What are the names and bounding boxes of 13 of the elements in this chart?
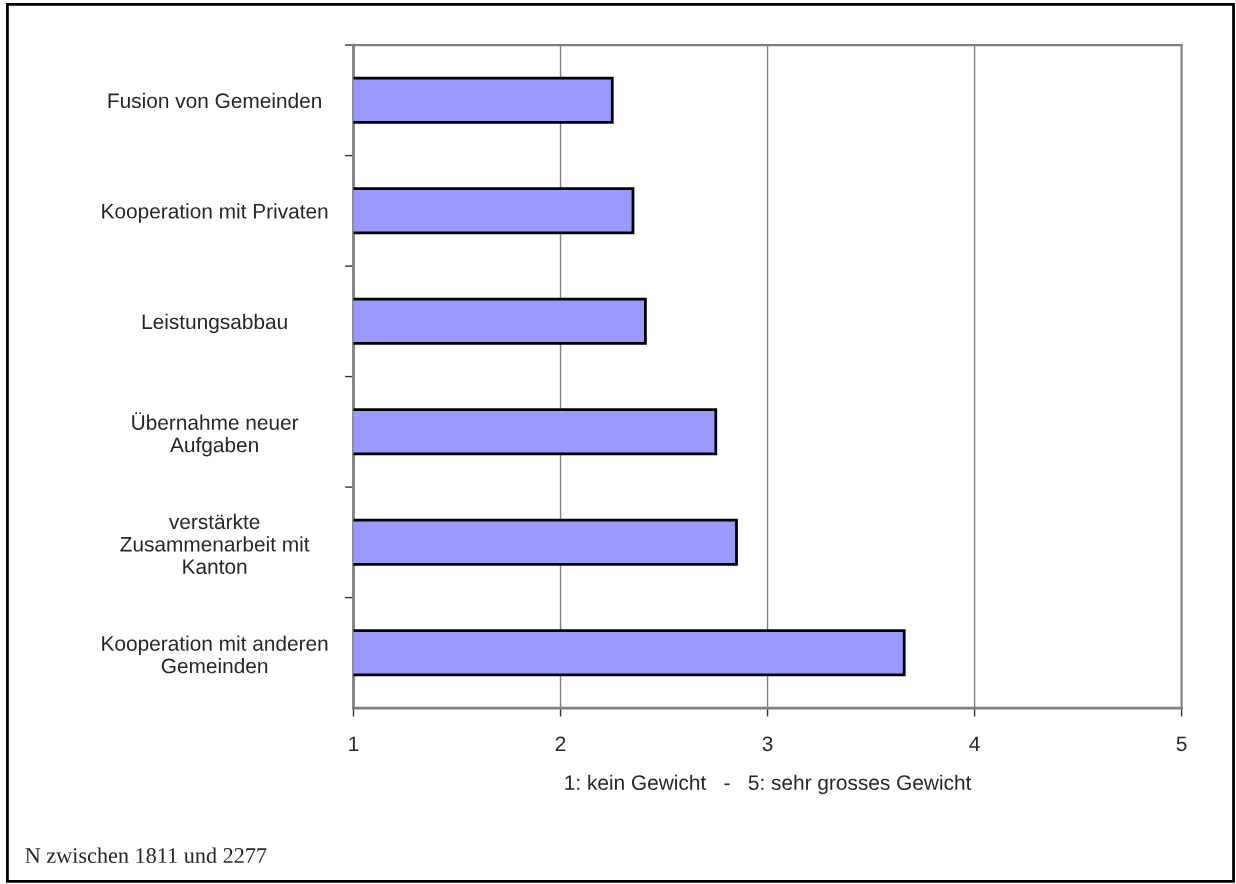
x-tick-label: 2 [555,736,566,751]
y-tick-label: Kooperation mit anderen Gemeinden [102,635,328,674]
x-tick-label: 5 [1176,736,1187,752]
x-tick-label: 1 [349,736,359,751]
x-tick-label: 4 [969,736,980,751]
x-axis-title: 1: kein Gewicht - 5: sehr grosses Gewicht [565,774,972,795]
y-tick-label: Fusion von Gemeinden [108,92,321,109]
y-tick-label: Kooperation mit Privaten [102,203,328,223]
x-tick-label: 3 [762,736,773,752]
text: N zwischen 1811 und 2277 [25,847,267,864]
y-tick-label: Leistungsabbau [142,313,287,334]
y-tick-label: verstärkte Zusammenarbeit mit Kanton [120,513,310,575]
y-tick-label: Übernahme neuer Aufgaben [132,412,299,457]
